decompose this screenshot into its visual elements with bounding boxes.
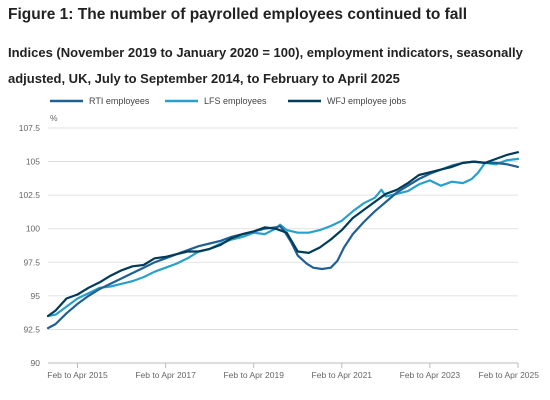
chart-subtitle: Indices (November 2019 to January 2020 =… (8, 45, 523, 86)
y-tick-label: 92.5 (23, 324, 40, 334)
x-axis: Feb to Apr 2015 Feb to Apr 2017 Feb to Apr… (47, 362, 540, 380)
x-tick-label: Feb to Apr 2019 (223, 370, 284, 380)
series-lines (46, 151, 520, 330)
x-tick-label: Feb to Apr 2023 (400, 370, 461, 380)
y-tick-label: 102.5 (19, 190, 41, 200)
y-axis-label: % (50, 113, 58, 123)
series-line-2 (46, 157, 520, 318)
y-axis: 90 92.5 95 97.5 100 102.5 105 107.5% (19, 113, 58, 368)
series-line-1 (46, 160, 520, 330)
x-tick-label: Feb to Apr 2017 (135, 370, 196, 380)
legend: RTI employees LFS employees WFJ employee j… (50, 96, 407, 106)
y-tick-label: 107.5 (19, 123, 41, 133)
y-tick-label: 100 (26, 224, 40, 234)
chart-title: Figure 1: The number of payrolled employ… (8, 6, 468, 23)
y-tick-label: 90 (31, 358, 41, 368)
legend-label-1: RTI employees (89, 96, 150, 106)
series-line-3 (46, 151, 520, 318)
y-tick-label: 97.5 (23, 257, 40, 267)
gridlines (48, 127, 518, 364)
x-tick-label: Feb to Apr 2021 (312, 370, 373, 380)
y-tick-label: 95 (31, 291, 41, 301)
x-tick-label: Feb to Apr 2015 (47, 370, 108, 380)
legend-label-3: WFJ employee jobs (327, 96, 407, 106)
y-tick-label: 105 (26, 157, 40, 167)
x-tick-label: Feb to Apr 2025 (479, 370, 540, 380)
legend-label-2: LFS employees (204, 96, 267, 106)
